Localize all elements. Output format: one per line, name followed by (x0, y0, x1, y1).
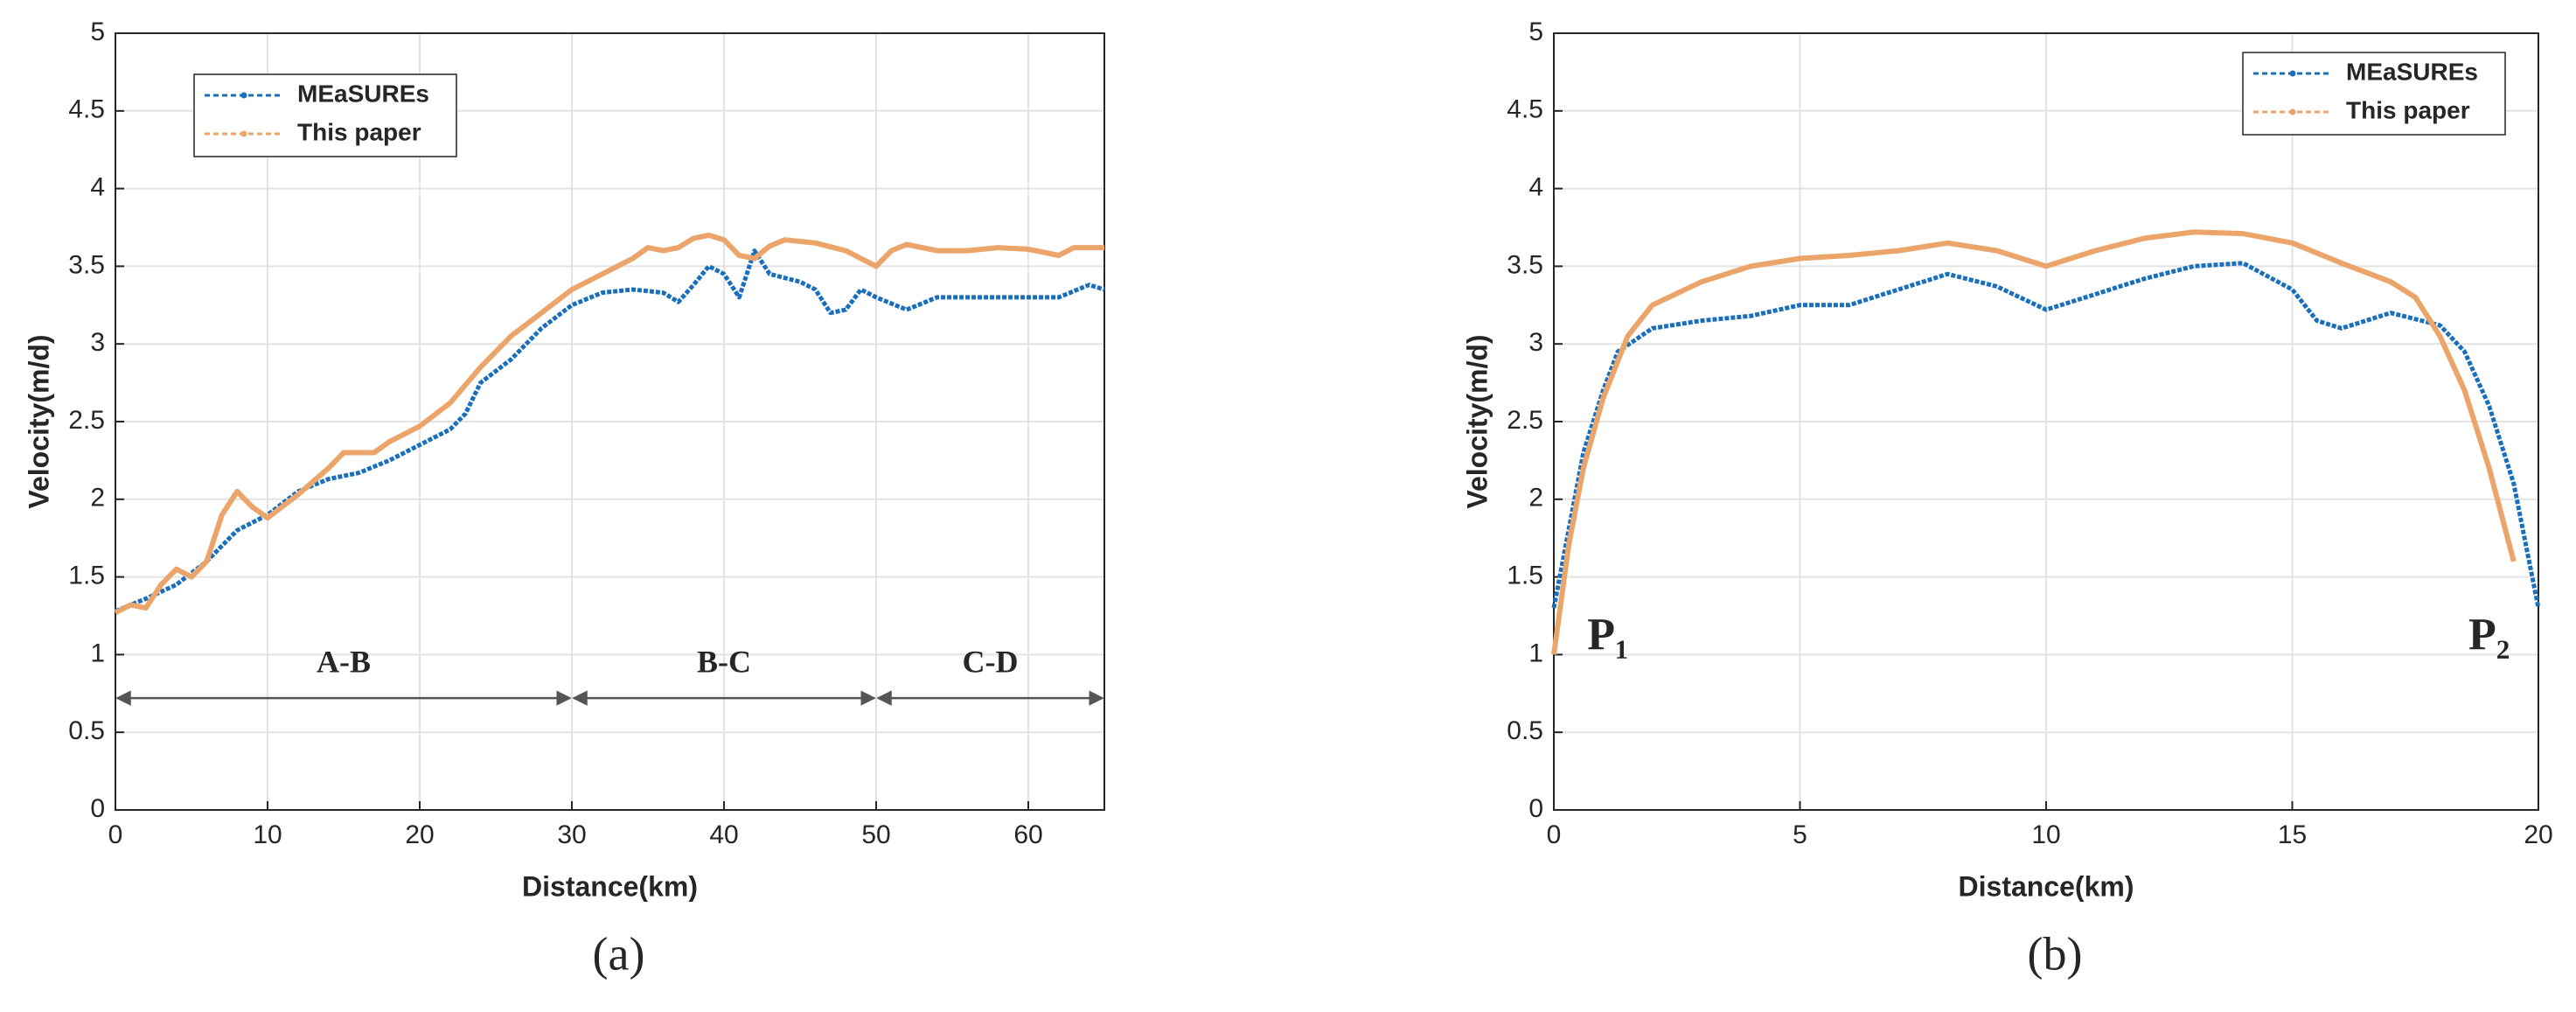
x-axis-label: Distance(km) (1959, 870, 2134, 902)
x-axis-label: Distance(km) (522, 870, 698, 902)
axes-frame (1553, 32, 2539, 811)
x-tick-label: 0 (1547, 820, 1562, 849)
x-tick-label: 20 (405, 820, 434, 849)
legend-label: MEaSUREs (2346, 58, 2478, 85)
y-tick-label: 4.5 (1507, 95, 1543, 124)
y-tick-label: 1 (1528, 639, 1543, 667)
axes-frame (115, 32, 1105, 811)
span-label: C-D (963, 644, 1019, 679)
y-axis-label: Velocity(m/d) (1461, 334, 1493, 508)
y-tick-label: 1.5 (1507, 562, 1543, 590)
y-tick-label: 3.5 (1507, 250, 1543, 279)
x-tick-label: 5 (1793, 820, 1807, 849)
y-tick-label: 0.5 (68, 716, 105, 745)
y-tick-label: 3.5 (68, 250, 105, 279)
legend-label: This paper (297, 118, 421, 145)
y-tick-label: 5 (1528, 17, 1543, 46)
caption: (b) (2028, 927, 2083, 980)
x-tick-label: 30 (557, 820, 586, 849)
x-tick-label: 10 (2031, 820, 2060, 849)
span-label: B-C (697, 644, 751, 679)
legend-marker (240, 130, 247, 137)
legend-marker (240, 92, 247, 99)
x-tick-label: 15 (2278, 820, 2307, 849)
legend-label: This paper (2346, 96, 2470, 123)
y-tick-label: 4.5 (68, 95, 105, 124)
y-tick-label: 1.5 (68, 562, 105, 590)
y-tick-label: 2 (1528, 484, 1543, 513)
legend-marker (2289, 70, 2296, 77)
point-label: P₂ (2468, 611, 2510, 660)
y-tick-label: 4 (90, 173, 105, 202)
legend-label: MEaSUREs (297, 80, 429, 107)
y-tick-label: 0 (1528, 794, 1543, 823)
y-axis-label: Velocity(m/d) (23, 334, 54, 508)
series-line (1551, 261, 2541, 609)
y-tick-label: 2.5 (68, 406, 105, 435)
x-tick-label: 40 (709, 820, 738, 849)
legend-box (193, 73, 457, 157)
series-line (115, 248, 1105, 614)
x-tick-label: 50 (861, 820, 890, 849)
span-label: A-B (317, 644, 371, 679)
y-tick-label: 3 (1528, 328, 1543, 357)
y-tick-label: 5 (90, 17, 105, 46)
caption: (a) (593, 927, 645, 980)
x-tick-label: 20 (2524, 820, 2552, 849)
y-tick-label: 0 (90, 794, 105, 823)
series-line (114, 232, 1104, 616)
series-line (1551, 229, 2517, 655)
y-tick-label: 2.5 (1507, 406, 1543, 435)
x-tick-label: 60 (1013, 820, 1042, 849)
y-tick-label: 0.5 (1507, 716, 1543, 745)
legend-box (2242, 52, 2506, 136)
x-tick-label: 10 (253, 820, 282, 849)
y-tick-label: 1 (90, 639, 105, 667)
x-tick-label: 0 (108, 820, 123, 849)
y-tick-label: 2 (90, 484, 105, 513)
y-tick-label: 4 (1528, 173, 1543, 202)
point-label: P₁ (1587, 611, 1628, 660)
y-tick-label: 3 (90, 328, 105, 357)
legend-marker (2289, 108, 2296, 115)
